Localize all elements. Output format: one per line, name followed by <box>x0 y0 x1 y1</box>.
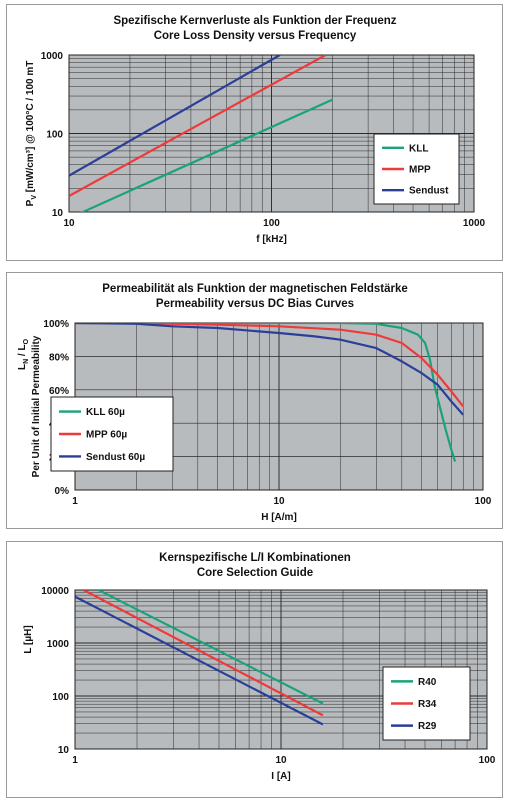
legend-label: R34 <box>418 699 437 710</box>
x-tick-label: 10 <box>275 755 287 766</box>
x-tick-label: 100 <box>475 496 492 507</box>
legend-label: MPP <box>409 165 431 176</box>
y-axis-secondary-label: Per Unit of Initial Permeability <box>31 335 42 477</box>
legend-label: MPP 60µ <box>86 430 127 441</box>
y-tick-label: 10 <box>58 745 70 756</box>
x-tick-label: 10 <box>63 218 75 229</box>
grid-lines <box>75 323 483 490</box>
y-tick-label: 1000 <box>41 51 64 62</box>
x-axis-label: H [A/m] <box>261 512 297 523</box>
series-line-sendust-60- <box>75 323 465 416</box>
legend-label: R29 <box>418 721 437 732</box>
chart-panel-permeability: Permeabilität als Funktion der magnetisc… <box>6 272 503 529</box>
series-line-mpp <box>69 55 327 197</box>
y-tick-label: 80% <box>49 352 69 363</box>
chart-panel-core-selection: Kernspezifische L/I Kombinationen Core Se… <box>6 541 503 798</box>
legend-label: R40 <box>418 677 437 688</box>
chart-core-loss: Spezifische Kernverluste als Funktion de… <box>25 15 486 245</box>
chart-subtitle: Permeability versus DC Bias Curves <box>156 298 354 310</box>
series-line-r40 <box>98 590 324 705</box>
y-tick-label: 1000 <box>47 639 70 650</box>
y-tick-label: 100 <box>52 692 69 703</box>
x-axis-label: f [kHz] <box>256 234 287 245</box>
y-tick-label: 0% <box>55 486 70 497</box>
chart-core-selection: Kernspezifische L/I Kombinationen Core Se… <box>23 552 496 782</box>
chart-title: Spezifische Kernverluste als Funktion de… <box>113 15 396 27</box>
legend: R40 R34 R29 <box>382 666 471 741</box>
series-line-kll <box>80 98 333 212</box>
legend-label: KLL 60µ <box>86 407 125 418</box>
legend-label: Sendust 60µ <box>86 452 145 463</box>
x-tick-label: 100 <box>263 218 280 229</box>
chart-title: Permeabilität als Funktion der magnetisc… <box>102 283 407 295</box>
series-line-kll-60- <box>75 323 457 462</box>
chart-subtitle: Core Selection Guide <box>197 567 313 579</box>
x-tick-label: 1000 <box>463 218 486 229</box>
legend: KLL MPP Sendust <box>373 133 460 205</box>
legend-label: KLL <box>409 143 428 154</box>
series-line-sendust <box>69 55 281 177</box>
y-tick-label: 60% <box>49 386 69 397</box>
y-tick-label: 10000 <box>41 586 69 597</box>
y-axis-label: PV [mW/cm³] @ 100°C / 100 mT <box>25 61 38 207</box>
chart-panel-core-loss: Spezifische Kernverluste als Funktion de… <box>6 4 503 261</box>
y-tick-label: 100 <box>46 130 63 141</box>
y-axis-label: L [µH] <box>23 625 34 653</box>
x-axis-label: I [A] <box>271 771 290 782</box>
x-tick-label: 10 <box>273 496 285 507</box>
chart-permeability: Permeabilität als Funktion der magnetisc… <box>17 283 492 523</box>
plot-border <box>68 54 475 213</box>
plot-border <box>74 589 488 750</box>
series-line-r29 <box>75 595 324 726</box>
y-tick-label: 100% <box>43 319 69 330</box>
x-tick-label: 1 <box>72 755 78 766</box>
chart-subtitle: Core Loss Density versus Frequency <box>154 30 357 42</box>
y-tick-label: 10 <box>52 208 64 219</box>
legend: KLL 60µ MPP 60µ Sendust 60µ <box>50 396 174 472</box>
y-axis-label: LN / LO <box>17 338 30 370</box>
legend-label: Sendust <box>409 186 449 197</box>
chart-title: Kernspezifische L/I Kombinationen <box>159 552 351 564</box>
series-line-r34 <box>82 590 324 717</box>
series-line-mpp-60- <box>75 323 465 408</box>
x-tick-label: 1 <box>72 496 78 507</box>
x-tick-label: 100 <box>479 755 496 766</box>
